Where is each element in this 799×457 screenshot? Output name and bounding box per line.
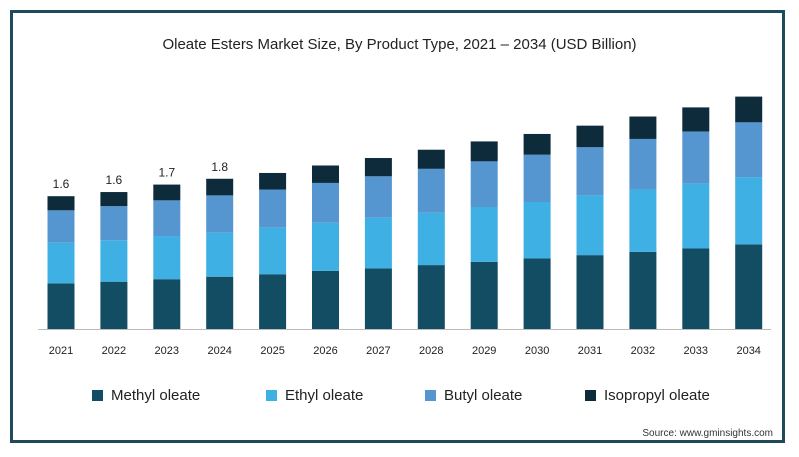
bar-segment-methyl-oleate-2031 [576,255,604,329]
bar-segment-ethyl-oleate-2021 [47,242,75,284]
bar-segment-butyl-oleate-2030 [523,154,551,203]
bar-segment-isopropyl-oleate-2029 [470,141,498,162]
legend-label: Isopropyl oleate [604,386,710,404]
bar-segment-isopropyl-oleate-2021 [47,196,75,211]
legend-item-methyl-oleate: Methyl oleate [92,384,200,406]
x-tick-label-2023: 2023 [155,345,179,357]
data-label-2023: 1.7 [158,166,175,180]
bar-segment-ethyl-oleate-2027 [364,217,392,269]
bar-segment-isopropyl-oleate-2027 [364,158,392,177]
source-note: Source: www.gminsights.com [642,428,773,439]
bar-segment-butyl-oleate-2022 [100,206,128,241]
x-tick-label-2025: 2025 [260,345,284,357]
data-label-2024: 1.8 [211,160,228,174]
legend-swatch [92,389,103,401]
bar-segment-butyl-oleate-2024 [206,195,234,233]
x-tick-label-2026: 2026 [313,345,337,357]
bar-segment-methyl-oleate-2028 [417,265,445,329]
data-label-2021: 1.6 [53,177,70,191]
bar-segment-butyl-oleate-2026 [312,182,339,223]
bar-segment-isopropyl-oleate-2022 [100,192,128,207]
bar-segment-ethyl-oleate-2031 [576,195,604,256]
data-label-2022: 1.6 [106,173,123,187]
bar-segment-isopropyl-oleate-2024 [206,178,234,196]
bar-segment-methyl-oleate-2024 [206,276,234,329]
bar-segment-methyl-oleate-2029 [470,261,498,329]
legend-swatch [425,389,436,401]
bar-segment-ethyl-oleate-2030 [523,202,551,259]
bar-segment-methyl-oleate-2023 [153,279,181,329]
bar-segment-isopropyl-oleate-2023 [153,184,181,201]
bar-segment-ethyl-oleate-2029 [470,206,498,262]
chart-title: Oleate Esters Market Size, By Product Ty… [162,36,637,53]
legend-swatch [266,389,277,401]
bar-segment-butyl-oleate-2021 [47,210,75,243]
bar-segment-methyl-oleate-2027 [364,268,392,329]
x-tick-label-2028: 2028 [419,345,443,357]
bar-segment-butyl-oleate-2031 [576,147,604,196]
legend: Methyl oleate Ethyl oleate Butyl oleate Iso… [0,384,799,406]
bar-segment-isopropyl-oleate-2033 [682,107,710,132]
x-tick-label-2029: 2029 [472,345,496,357]
legend-item-butyl-oleate: Butyl oleate [425,384,522,406]
bar-segment-butyl-oleate-2027 [364,176,392,218]
bar-segment-ethyl-oleate-2025 [259,227,287,275]
legend-swatch [585,389,596,401]
x-tick-label-2027: 2027 [366,345,390,357]
bar-segment-isopropyl-oleate-2034 [735,96,763,123]
legend-item-ethyl-oleate: Ethyl oleate [266,384,363,406]
bar-segment-butyl-oleate-2032 [629,138,657,190]
bar-segment-isopropyl-oleate-2030 [523,133,551,155]
bar-segment-ethyl-oleate-2033 [682,183,710,249]
bar-segment-ethyl-oleate-2028 [417,212,445,266]
bar-segment-isopropyl-oleate-2026 [312,165,339,183]
bar-segment-butyl-oleate-2028 [417,168,445,213]
x-tick-label-2021: 2021 [49,345,73,357]
x-tick-label-2032: 2032 [631,345,655,357]
bar-segment-methyl-oleate-2033 [682,248,710,329]
bar-segment-isopropyl-oleate-2028 [417,149,445,169]
legend-item-isopropyl-oleate: Isopropyl oleate [585,384,710,406]
bar-segment-ethyl-oleate-2034 [735,177,763,245]
bar-segment-methyl-oleate-2026 [312,270,339,329]
legend-label: Butyl oleate [444,386,523,404]
bar-segment-isopropyl-oleate-2032 [629,116,657,139]
x-tick-label-2024: 2024 [207,345,231,357]
bar-segment-methyl-oleate-2030 [523,258,551,329]
bar-segment-ethyl-oleate-2022 [100,240,128,282]
bar-segment-ethyl-oleate-2024 [206,232,234,277]
bar-segment-methyl-oleate-2032 [629,251,657,329]
bar-segment-butyl-oleate-2029 [470,161,498,207]
bar-segment-butyl-oleate-2034 [735,122,763,178]
bar-segment-ethyl-oleate-2026 [312,222,339,271]
legend-label: Ethyl oleate [285,386,364,404]
bar-segment-methyl-oleate-2021 [47,283,75,329]
bar-segment-methyl-oleate-2022 [100,281,128,329]
bar-segment-methyl-oleate-2025 [259,274,287,329]
x-tick-label-2030: 2030 [525,345,549,357]
x-tick-label-2034: 2034 [736,345,760,357]
bar-segment-butyl-oleate-2023 [153,200,181,237]
x-tick-label-2022: 2022 [102,345,126,357]
legend-label: Methyl oleate [111,386,201,404]
bar-segment-methyl-oleate-2034 [735,244,763,329]
bar-segment-butyl-oleate-2025 [259,189,287,228]
bar-segment-isopropyl-oleate-2031 [576,125,604,148]
bar-segment-ethyl-oleate-2023 [153,236,181,280]
x-tick-label-2031: 2031 [578,345,602,357]
bar-segment-ethyl-oleate-2032 [629,189,657,252]
bar-segment-isopropyl-oleate-2025 [259,172,287,190]
x-tick-label-2033: 2033 [684,345,708,357]
bar-segment-butyl-oleate-2033 [682,131,710,184]
